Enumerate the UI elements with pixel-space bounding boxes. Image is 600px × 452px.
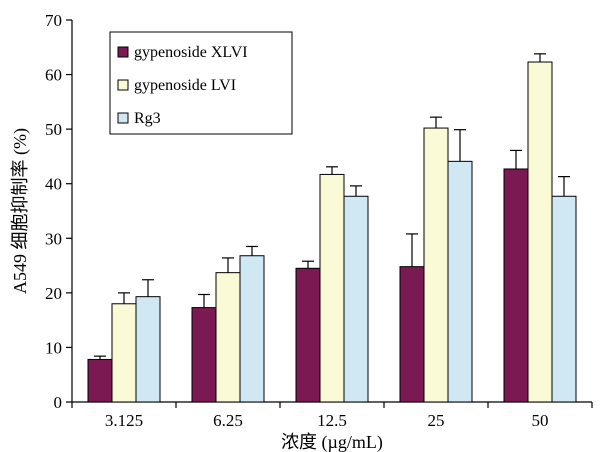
y-tick-label: 0 — [54, 393, 63, 412]
bar — [447, 160, 473, 403]
x-tick-label: 6.25 — [213, 411, 243, 430]
y-tick-label: 30 — [45, 229, 62, 248]
legend-swatch — [117, 112, 129, 124]
y-tick-label: 60 — [45, 66, 62, 85]
x-tick-label: 3.125 — [105, 411, 143, 430]
y-tick-label: 70 — [45, 11, 62, 30]
x-tick-label: 50 — [532, 411, 549, 430]
bar — [527, 61, 553, 403]
bar — [87, 358, 113, 403]
x-tick-label: 25 — [428, 411, 445, 430]
x-axis: 3.125 6.25 12.5 25 50 — [71, 401, 593, 430]
legend: gypenoside XLVI gypenoside LVI Rg3 — [109, 31, 293, 135]
legend-label: gypenoside XLVI — [134, 44, 248, 61]
bar — [215, 272, 241, 403]
bar — [295, 267, 321, 403]
y-tick-label: 10 — [45, 338, 62, 357]
y-axis: 0 10 20 30 40 50 60 70 — [45, 11, 73, 412]
bar — [111, 303, 137, 403]
bar — [503, 168, 529, 403]
bar — [239, 255, 265, 403]
y-tick-label: 40 — [45, 175, 62, 194]
bar — [343, 195, 369, 403]
x-tick-label: 12.5 — [317, 411, 347, 430]
legend-label: Rg3 — [134, 110, 161, 127]
error-bar-group — [94, 53, 570, 360]
y-axis-title: A549 细胞抑制率 (%) — [10, 128, 31, 294]
bar — [135, 296, 161, 403]
bar — [191, 307, 217, 403]
legend-label: gypenoside LVI — [134, 77, 236, 94]
bar-series-group — [87, 61, 577, 403]
bar — [319, 173, 345, 403]
legend-swatch — [117, 79, 129, 91]
bar — [423, 127, 449, 403]
legend-swatch — [117, 46, 129, 58]
x-axis-title: 浓度 (µg/mL) — [281, 432, 383, 452]
y-tick-label: 50 — [45, 120, 62, 139]
bar — [551, 195, 577, 403]
y-tick-label: 20 — [45, 284, 62, 303]
bar — [399, 266, 425, 403]
legend-box — [109, 31, 293, 135]
